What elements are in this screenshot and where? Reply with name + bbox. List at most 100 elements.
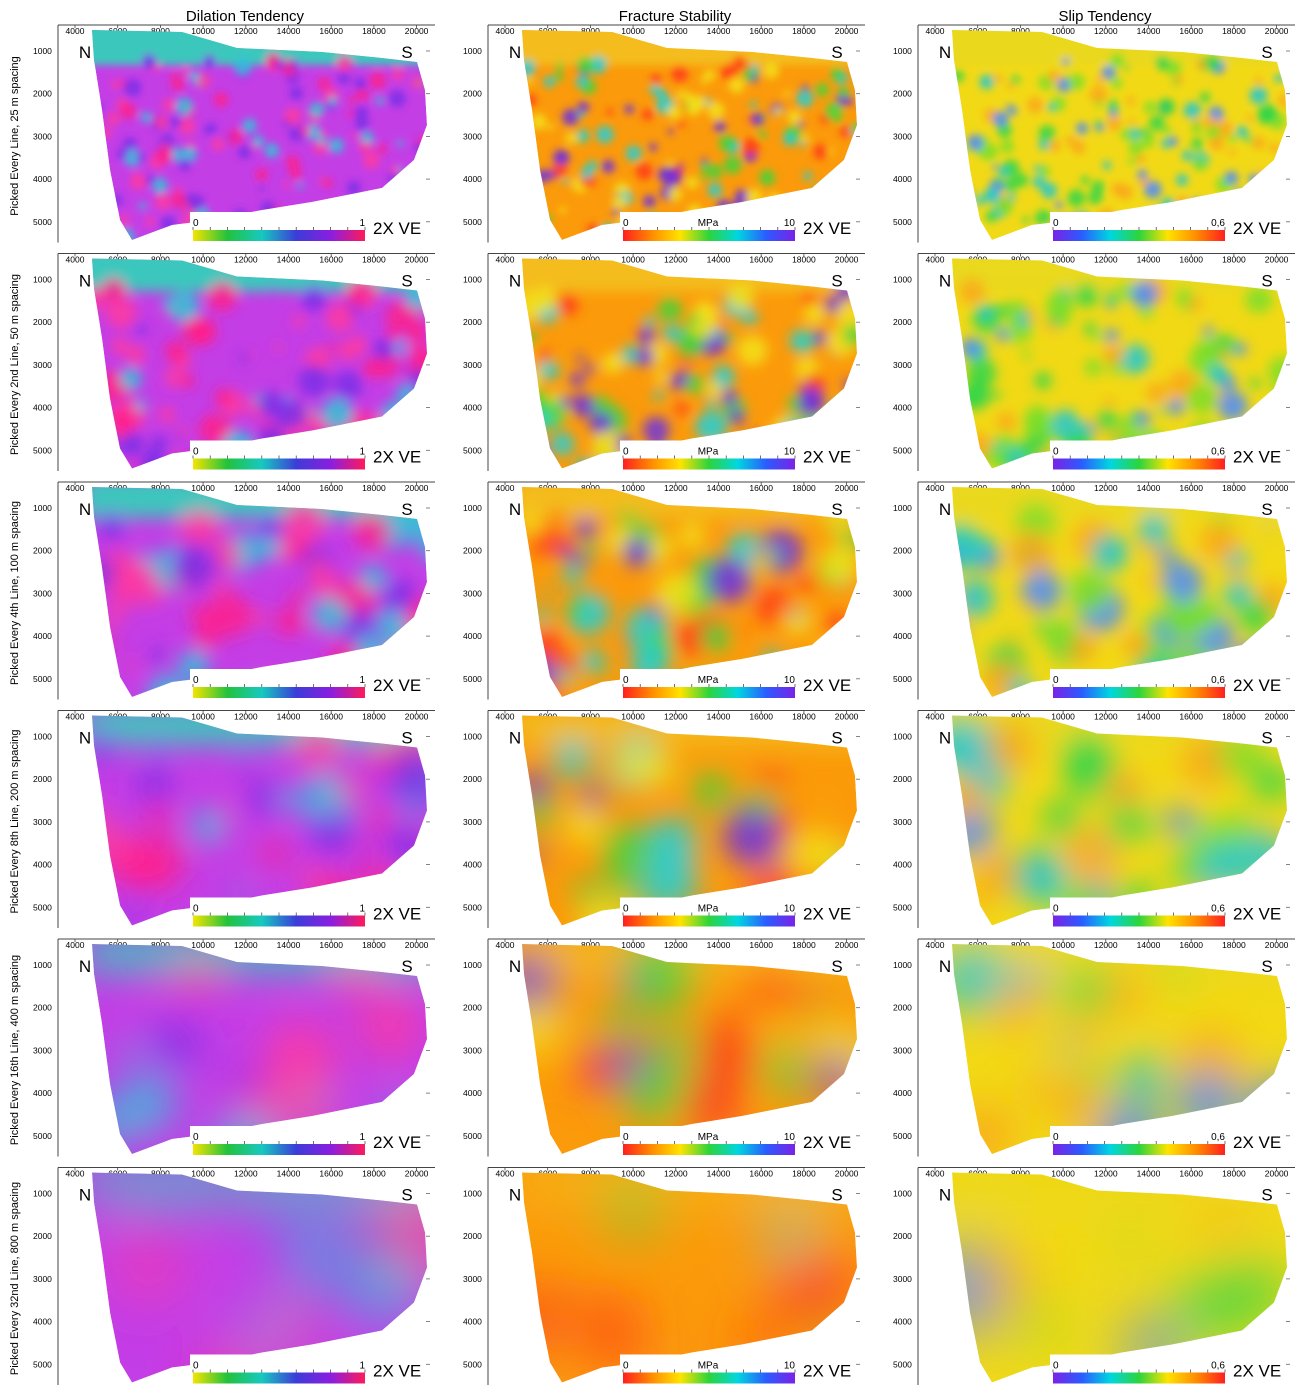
x-tick-label: 16000	[319, 712, 343, 722]
row-label: Picked Every 8th Line, 200 m spacing	[9, 729, 21, 913]
colorbar-max-label: 10	[784, 1132, 796, 1143]
vertical-exaggeration-label: 2X VE	[803, 1362, 851, 1381]
x-tick-label: 10000	[191, 940, 215, 950]
vertical-exaggeration-label: 2X VE	[373, 448, 421, 467]
x-tick-label: 14000	[1137, 1169, 1161, 1179]
colorbar	[193, 1372, 365, 1384]
y-tick-label: 2000	[463, 1003, 482, 1013]
y-tick-label: 5000	[893, 445, 912, 455]
y-tick-label: 4000	[893, 631, 912, 641]
x-tick-label: 10000	[621, 1169, 645, 1179]
south-label: S	[1261, 957, 1272, 976]
y-tick-label: 2000	[893, 774, 912, 784]
y-tick-label: 2000	[463, 546, 482, 556]
y-tick-label: 4000	[33, 631, 52, 641]
x-tick-label: 10000	[621, 26, 645, 36]
x-tick-label: 16000	[749, 940, 773, 950]
y-tick-label: 3000	[893, 1045, 912, 1055]
x-tick-label: 8000	[581, 940, 600, 950]
x-tick-label: 18000	[1222, 940, 1246, 950]
colorbar-min-label: 0	[193, 675, 199, 686]
x-tick-label: 16000	[749, 26, 773, 36]
x-tick-label: 20000	[405, 940, 429, 950]
y-tick-label: 5000	[463, 217, 482, 227]
x-tick-label: 12000	[234, 712, 258, 722]
x-tick-label: 16000	[1179, 712, 1203, 722]
vertical-exaggeration-label: 2X VE	[1233, 905, 1281, 924]
x-tick-label: 8000	[151, 26, 170, 36]
y-tick-label: 2000	[463, 317, 482, 327]
y-tick-label: 2000	[893, 89, 912, 99]
south-label: S	[831, 729, 842, 748]
x-tick-label: 14000	[277, 712, 301, 722]
x-tick-label: 10000	[621, 940, 645, 950]
y-tick-label: 3000	[33, 360, 52, 370]
colorbar	[1053, 687, 1225, 698]
x-tick-label: 10000	[1051, 1169, 1075, 1179]
colorbar	[193, 915, 365, 927]
y-tick-label: 4000	[33, 403, 52, 413]
x-tick-label: 18000	[1222, 255, 1246, 265]
vertical-exaggeration-label: 2X VE	[1233, 676, 1281, 695]
north-label: N	[79, 729, 91, 748]
y-tick-label: 5000	[463, 1359, 482, 1369]
south-label: S	[1261, 729, 1272, 748]
colorbar-min-label: 0	[1053, 675, 1059, 686]
colorbar-min-label: 0	[1053, 1361, 1059, 1372]
south-label: S	[1261, 1186, 1272, 1205]
map-panel: 4000600080001000012000140001600018000200…	[463, 710, 865, 930]
y-tick-label: 2000	[33, 89, 52, 99]
y-tick-label: 4000	[463, 174, 482, 184]
colorbar	[1053, 230, 1225, 241]
x-tick-label: 4000	[926, 712, 945, 722]
x-tick-label: 18000	[792, 26, 816, 36]
y-tick-label: 2000	[33, 546, 52, 556]
x-tick-label: 10000	[1051, 712, 1075, 722]
colorbar-max-label: 0,6	[1211, 218, 1225, 229]
x-tick-label: 8000	[151, 1169, 170, 1179]
x-tick-label: 12000	[1094, 712, 1118, 722]
y-tick-label: 4000	[893, 403, 912, 413]
x-tick-label: 4000	[496, 1169, 515, 1179]
vertical-exaggeration-label: 2X VE	[373, 1133, 421, 1152]
x-tick-label: 20000	[835, 1169, 859, 1179]
y-tick-label: 1000	[33, 275, 52, 285]
north-label: N	[509, 1186, 521, 1205]
colorbar	[1053, 915, 1225, 927]
x-tick-label: 14000	[1137, 483, 1161, 493]
north-label: N	[939, 957, 951, 976]
y-tick-label: 5000	[893, 1131, 912, 1141]
y-tick-label: 3000	[893, 1274, 912, 1284]
x-tick-label: 18000	[362, 712, 386, 722]
x-tick-label: 18000	[362, 1169, 386, 1179]
vertical-exaggeration-label: 2X VE	[1233, 1133, 1281, 1152]
map-panel: 4000600080001000012000140001600018000200…	[33, 253, 435, 473]
colorbar	[193, 1144, 365, 1155]
map-panel: 4000600080001000012000140001600018000200…	[33, 481, 435, 701]
x-tick-label: 18000	[362, 26, 386, 36]
x-tick-label: 18000	[792, 712, 816, 722]
row-label: Picked Every 4th Line, 100 m spacing	[9, 501, 21, 685]
y-tick-label: 3000	[463, 1274, 482, 1284]
x-tick-label: 16000	[749, 255, 773, 265]
colorbar-min-label: 0	[193, 1132, 199, 1143]
colorbar	[193, 687, 365, 698]
y-tick-label: 1000	[463, 1189, 482, 1199]
colorbar	[193, 230, 365, 241]
y-tick-label: 2000	[33, 774, 52, 784]
y-tick-label: 5000	[33, 1359, 52, 1369]
x-tick-label: 20000	[835, 26, 859, 36]
x-tick-label: 18000	[362, 255, 386, 265]
y-tick-label: 5000	[893, 1359, 912, 1369]
colorbar-min-label: 0	[623, 1132, 629, 1143]
x-tick-label: 14000	[277, 26, 301, 36]
colorbar-max-label: 0,6	[1211, 447, 1225, 458]
y-tick-label: 3000	[463, 588, 482, 598]
x-tick-label: 12000	[664, 712, 688, 722]
x-tick-label: 20000	[1265, 255, 1289, 265]
y-tick-label: 4000	[893, 1317, 912, 1327]
y-tick-label: 2000	[33, 1231, 52, 1241]
colorbar-max-label: 1	[359, 447, 365, 458]
map-panel: 4000600080001000012000140001600018000200…	[33, 938, 435, 1158]
column-title: Slip Tendency	[1058, 8, 1152, 25]
